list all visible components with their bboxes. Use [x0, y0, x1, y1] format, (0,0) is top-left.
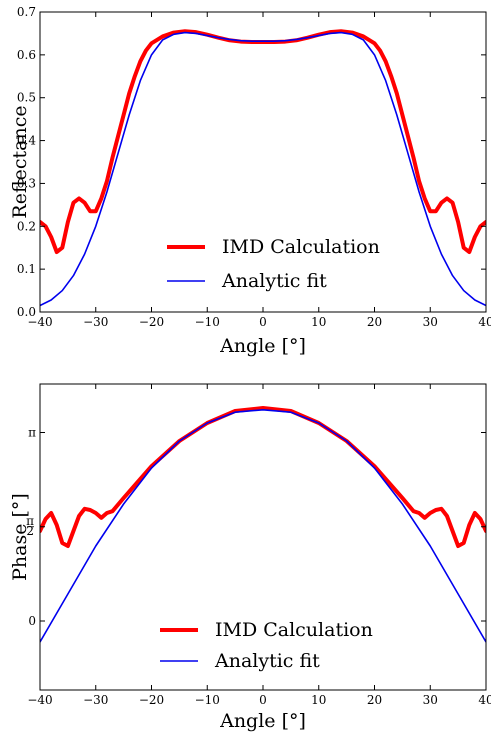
y-tick-label: 0.2 — [17, 219, 36, 233]
series-line-analytic-fit — [40, 408, 486, 643]
series-line-analytic-fit — [40, 31, 486, 307]
x-tick-label: 20 — [367, 315, 382, 329]
x-tick-label: 10 — [311, 693, 326, 707]
phase-legend: IMD Calculation Analytic fit — [160, 619, 373, 672]
phase-y-axis-label: Phase [°] — [9, 493, 31, 581]
x-tick-label: 0 — [259, 315, 267, 329]
phase-x-axis-label: Angle [°] — [219, 710, 306, 732]
reflectance-y-axis-label: Reflectance — [9, 105, 31, 218]
x-tick-label: 20 — [367, 693, 382, 707]
x-tick-label: −10 — [195, 315, 220, 329]
legend-label-analytic-fit: Analytic fit — [214, 650, 320, 672]
x-tick-label: −40 — [27, 315, 52, 329]
y-tick-label: 0.3 — [17, 176, 36, 190]
x-tick-label: 30 — [423, 315, 438, 329]
x-tick-label: −40 — [27, 693, 52, 707]
legend-label-imd-calculation: IMD Calculation — [222, 236, 380, 258]
x-tick-label: −10 — [195, 693, 220, 707]
y-tick-label: 0.5 — [17, 91, 36, 105]
series-line-imd-calculation — [40, 406, 486, 548]
x-tick-label: 0 — [259, 693, 267, 707]
y-tick-label: 0.4 — [17, 134, 36, 148]
y-tick-label: 0.7 — [17, 5, 36, 19]
y-tick-label: 0.6 — [17, 48, 36, 62]
legend-label-analytic-fit: Analytic fit — [221, 270, 327, 292]
x-tick-label: −20 — [139, 315, 164, 329]
reflectance-chart: −40 −30 −20 −10 0 10 20 30 40 0.0 0.1 0.2 0.3 0.4 0.5 0… — [9, 5, 491, 357]
y-tick-label: π — [28, 426, 36, 440]
series-line-imd-calculation — [40, 29, 486, 254]
x-tick-label: 30 — [423, 693, 438, 707]
x-tick-label: −20 — [139, 693, 164, 707]
svg-text:2: 2 — [26, 524, 34, 538]
x-tick-label: −30 — [83, 315, 108, 329]
y-tick-label: 0.0 — [17, 305, 36, 319]
reflectance-x-axis-label: Angle [°] — [219, 335, 306, 357]
x-tick-label: 40 — [478, 693, 491, 707]
reflectance-series-layer — [40, 29, 486, 307]
phase-series-layer — [40, 406, 486, 643]
reflectance-ticks-layer: −40 −30 −20 −10 0 10 20 30 40 0.0 0.1 0.2 0.3 0.4 0.5 0… — [17, 5, 491, 329]
reflectance-plot-frame — [39, 11, 487, 313]
y-tick-label: 0.1 — [17, 262, 36, 276]
x-tick-label: −30 — [83, 693, 108, 707]
reflectance-legend: IMD Calculation Analytic fit — [167, 236, 380, 292]
y-tick-label: 0 — [28, 614, 36, 628]
y-tick-label: π2 — [26, 514, 34, 538]
x-tick-label: 40 — [478, 315, 491, 329]
phase-plot-frame — [39, 383, 487, 691]
x-tick-label: 10 — [311, 315, 326, 329]
legend-label-imd-calculation: IMD Calculation — [215, 619, 373, 641]
svg-text:π: π — [26, 514, 34, 528]
